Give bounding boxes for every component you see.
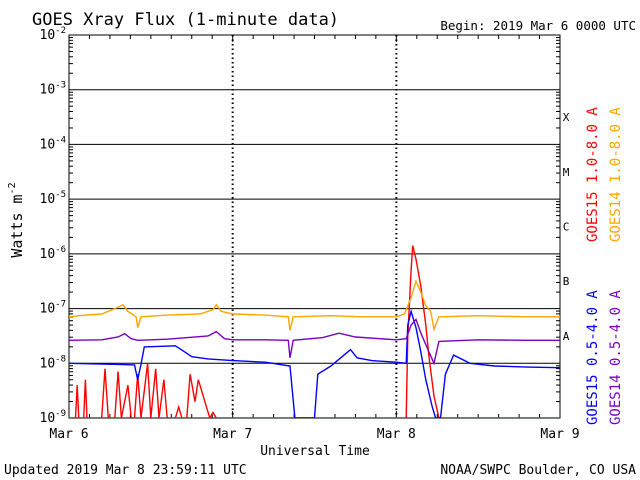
- y-tick-label: 10-8: [40, 354, 67, 371]
- plot-frame: [68, 34, 561, 419]
- y-tick-exponent: -7: [55, 300, 66, 310]
- y-tick-label: 10-7: [40, 300, 67, 317]
- series-line-0: [69, 245, 560, 418]
- series-layer: [69, 245, 560, 418]
- y-tick-labels: 10-210-310-410-510-610-710-810-9: [40, 26, 67, 426]
- y-tick-base: 10: [40, 137, 56, 152]
- x-axis-title: Universal Time: [260, 444, 370, 459]
- y-tick-label: 10-4: [40, 135, 67, 152]
- y-tick-label: 10-2: [40, 26, 67, 43]
- y-tick-base: 10: [40, 28, 56, 43]
- y-axis-title-exponent: -2: [7, 182, 18, 194]
- flare-class-label: C: [563, 221, 570, 234]
- y-axis-title-text: Watts m: [8, 194, 26, 257]
- y-tick-base: 10: [40, 411, 56, 426]
- series-line-2: [69, 308, 560, 418]
- flare-class-label: X: [563, 111, 570, 124]
- y-tick-base: 10: [40, 356, 56, 371]
- y-tick-exponent: -9: [55, 409, 66, 419]
- begin-timestamp: Begin: 2019 Mar 6 0000 UTC: [440, 18, 636, 33]
- x-tick-label: Mar 9: [540, 427, 579, 442]
- flare-class-label: A: [563, 330, 570, 343]
- y-tick-exponent: -2: [55, 26, 66, 36]
- y-tick-label: 10-9: [40, 409, 67, 426]
- legend: GOES15 1.0-8.0 A GOES14 1.0-8.0 A GOES15 0…: [585, 107, 624, 425]
- series-line-3: [69, 318, 560, 366]
- y-tick-base: 10: [40, 247, 56, 262]
- x-tick-label: Mar 7: [213, 427, 252, 442]
- legend-entry: GOES14 0.5-4.0 A: [608, 290, 624, 425]
- legend-entry: GOES14 1.0-8.0 A: [608, 107, 624, 242]
- y-tick-label: 10-6: [40, 245, 67, 262]
- y-tick-exponent: -6: [55, 245, 66, 255]
- y-tick-base: 10: [40, 302, 56, 317]
- grid-lines: [68, 35, 561, 418]
- footer-updated: Updated 2019 Mar 8 23:59:11 UTC: [4, 463, 247, 478]
- y-tick-exponent: -4: [55, 135, 66, 145]
- y-tick-label: 10-5: [40, 190, 67, 207]
- series-line-1: [69, 279, 560, 332]
- flare-class-label: M: [563, 166, 570, 179]
- x-tick-label: Mar 6: [49, 427, 88, 442]
- flare-class-label: B: [563, 275, 570, 288]
- y-tick-exponent: -3: [55, 81, 66, 91]
- chart-title: GOES Xray Flux (1-minute data): [32, 10, 339, 30]
- footer-credit: NOAA/SWPC Boulder, CO USA: [440, 463, 636, 478]
- y-axis-title: Watts m-2: [7, 182, 26, 257]
- flare-class-labels: X M C B A: [563, 111, 570, 343]
- legend-entry: GOES15 0.5-4.0 A: [585, 290, 601, 425]
- y-tick-label: 10-3: [40, 81, 67, 98]
- y-tick-base: 10: [40, 83, 56, 98]
- y-tick-exponent: -8: [55, 354, 66, 364]
- x-tick-label: Mar 8: [377, 427, 416, 442]
- y-tick-base: 10: [40, 192, 56, 207]
- y-tick-exponent: -5: [55, 190, 66, 200]
- x-tick-labels: Mar 6 Mar 7 Mar 8 Mar 9: [49, 427, 579, 442]
- legend-entry: GOES15 1.0-8.0 A: [585, 107, 601, 242]
